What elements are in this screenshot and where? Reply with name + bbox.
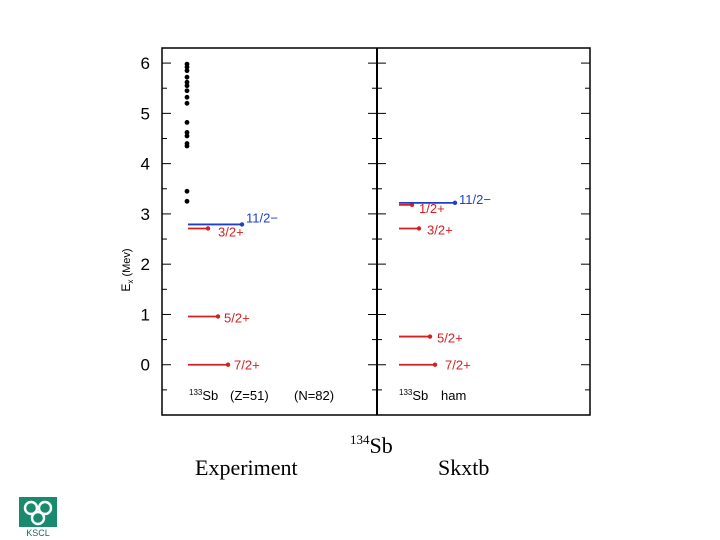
experiment-state-dot (184, 61, 190, 67)
experiment-level-label: 5/2+ (224, 310, 250, 325)
skxtb-level-label: 7/2+ (445, 358, 471, 373)
svg-text:KSCL: KSCL (26, 528, 50, 538)
skxtb-caption: Skxtb (438, 455, 490, 480)
experiment-state-dot (184, 79, 190, 85)
y-tick-label: 2 (141, 255, 150, 274)
experiment-state-dot (184, 100, 190, 106)
skxtb-level-label: 1/2+ (419, 201, 445, 216)
experiment-state-dot (184, 74, 190, 80)
experiment-state-dot (184, 120, 190, 125)
experiment-caption: Experiment (195, 455, 298, 480)
experiment-level-dot (225, 362, 231, 367)
skxtb-ham-label: ham (441, 388, 466, 403)
nucleus-caption: 134Sb (350, 432, 393, 459)
skxtb-level-label: 11/2− (459, 192, 491, 207)
skxtb-level-dot (432, 362, 438, 367)
y-axis-label: Ex (Mev) (119, 248, 135, 291)
skxtb-level-dot (427, 334, 433, 339)
experiment-state-dot (184, 141, 190, 146)
skxtb-level-dot (409, 202, 415, 208)
experiment-z-label: (Z=51) (230, 388, 269, 403)
kscl-logo: KSCL (19, 497, 57, 538)
skxtb-level-dot (452, 200, 458, 206)
experiment-state-dot (184, 94, 190, 100)
y-tick-label: 6 (141, 54, 150, 73)
experiment-state-dot (184, 68, 190, 74)
skxtb-level-label: 5/2+ (437, 331, 463, 346)
nucleus-caption-mass: 134 (350, 432, 370, 447)
experiment-state-dot (184, 133, 190, 139)
y-tick-label: 0 (141, 356, 150, 375)
y-tick-label: 4 (141, 155, 150, 174)
skxtb-level-label: 3/2+ (427, 222, 453, 237)
experiment-level-label: 3/2+ (218, 224, 244, 239)
skxtb-nucleus-label: 133Sb (399, 388, 428, 403)
experiment-level-label: 7/2+ (234, 358, 260, 373)
experiment-level-dot (215, 314, 221, 319)
experiment-state-dot (184, 188, 190, 194)
skxtb-level-dot (416, 226, 422, 231)
nucleus-caption-symbol: Sb (369, 433, 393, 458)
experiment-n-label: (N=82) (294, 388, 334, 403)
y-tick-label: 5 (141, 104, 150, 123)
experiment-state-dot (184, 83, 190, 89)
experiment-state-dot (184, 88, 190, 94)
experiment-level-dot (205, 226, 211, 231)
experiment-state-dot (184, 130, 190, 135)
y-tick-label: 3 (141, 205, 150, 224)
experiment-nucleus-label: 133Sb (189, 388, 218, 403)
y-tick-label: 1 (141, 305, 150, 324)
experiment-level-dot (239, 222, 245, 227)
experiment-level-label: 11/2− (246, 210, 278, 225)
experiment-state-dot (184, 198, 190, 204)
